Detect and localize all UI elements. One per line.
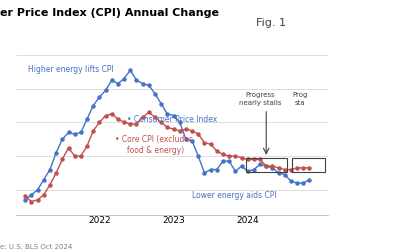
Text: • Core CPI (excludes
     food & energy): • Core CPI (excludes food & energy) [115,135,193,155]
Text: Progress
nearly stalls: Progress nearly stalls [239,92,281,106]
Text: er Price Index (CPI) Annual Change: er Price Index (CPI) Annual Change [0,8,219,18]
Text: e: U.S. BLS Oct 2024: e: U.S. BLS Oct 2024 [0,244,72,250]
Text: Lower energy aids CPI: Lower energy aids CPI [192,191,277,200]
Bar [246,158,287,172]
Text: Prog
sta: Prog sta [292,92,308,106]
Text: Fig. 1: Fig. 1 [256,18,286,28]
Bar [292,158,325,172]
Text: • Consumer Price Index: • Consumer Price Index [127,115,218,124]
Text: Higher energy lifts CPI: Higher energy lifts CPI [28,65,114,74]
